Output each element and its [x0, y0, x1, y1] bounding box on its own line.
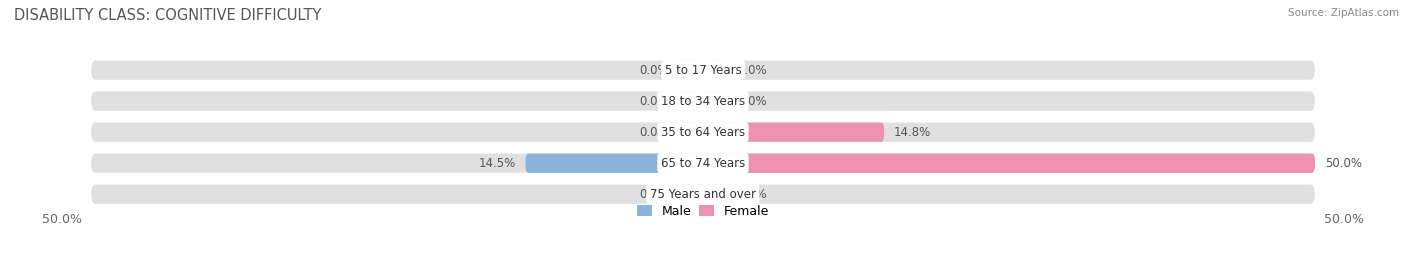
Text: 0.0%: 0.0% — [737, 95, 766, 108]
FancyBboxPatch shape — [91, 91, 1315, 111]
FancyBboxPatch shape — [526, 154, 703, 173]
Text: 65 to 74 Years: 65 to 74 Years — [661, 157, 745, 170]
Text: 50.0%: 50.0% — [42, 213, 82, 225]
FancyBboxPatch shape — [679, 123, 703, 142]
FancyBboxPatch shape — [679, 61, 703, 80]
FancyBboxPatch shape — [703, 185, 727, 204]
FancyBboxPatch shape — [703, 61, 727, 80]
Text: 35 to 64 Years: 35 to 64 Years — [661, 126, 745, 139]
FancyBboxPatch shape — [91, 61, 1315, 80]
FancyBboxPatch shape — [91, 154, 1315, 173]
Text: 0.0%: 0.0% — [640, 126, 669, 139]
Text: 18 to 34 Years: 18 to 34 Years — [661, 95, 745, 108]
FancyBboxPatch shape — [703, 123, 884, 142]
Text: 0.0%: 0.0% — [737, 188, 766, 201]
Text: 0.0%: 0.0% — [640, 64, 669, 77]
FancyBboxPatch shape — [679, 185, 703, 204]
FancyBboxPatch shape — [91, 123, 1315, 142]
FancyBboxPatch shape — [679, 91, 703, 111]
Text: 50.0%: 50.0% — [1324, 213, 1364, 225]
Text: 14.8%: 14.8% — [894, 126, 931, 139]
Text: 0.0%: 0.0% — [640, 95, 669, 108]
Text: 0.0%: 0.0% — [640, 188, 669, 201]
FancyBboxPatch shape — [703, 91, 727, 111]
Text: 75 Years and over: 75 Years and over — [650, 188, 756, 201]
Text: 0.0%: 0.0% — [737, 64, 766, 77]
FancyBboxPatch shape — [703, 154, 1315, 173]
Legend: Male, Female: Male, Female — [637, 205, 769, 218]
Text: 50.0%: 50.0% — [1324, 157, 1361, 170]
FancyBboxPatch shape — [91, 185, 1315, 204]
Text: DISABILITY CLASS: COGNITIVE DIFFICULTY: DISABILITY CLASS: COGNITIVE DIFFICULTY — [14, 8, 322, 23]
Text: 14.5%: 14.5% — [478, 157, 516, 170]
Text: Source: ZipAtlas.com: Source: ZipAtlas.com — [1288, 8, 1399, 18]
Text: 5 to 17 Years: 5 to 17 Years — [665, 64, 741, 77]
